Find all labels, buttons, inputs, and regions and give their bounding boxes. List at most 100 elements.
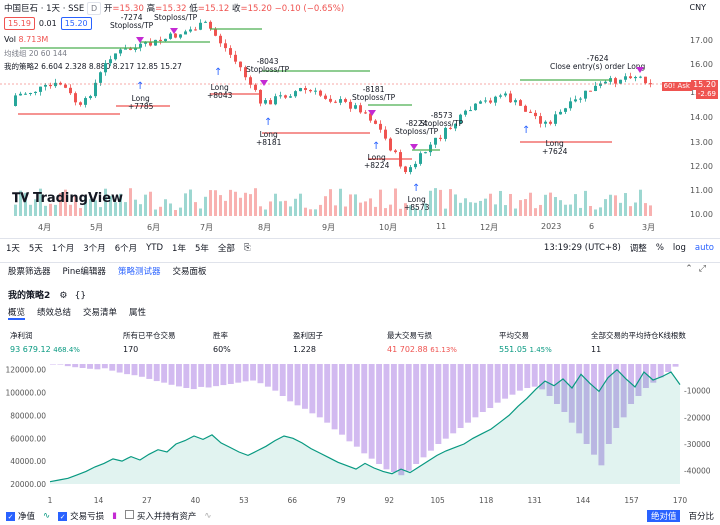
candle — [34, 91, 37, 94]
symbol-title[interactable]: 中国巨石 · 1天 · SSE — [4, 4, 85, 14]
candle — [359, 105, 362, 113]
drawdown-bar — [198, 364, 205, 387]
range-5d[interactable]: 5天 — [28, 243, 43, 254]
drawdown-bar — [568, 364, 575, 423]
legend-buyhold[interactable]: 买入并持有资产 — [124, 510, 196, 522]
subtab-performance[interactable]: 绩效总结 — [37, 308, 72, 318]
drawdown-bar — [161, 364, 168, 383]
volume-bar — [554, 197, 557, 216]
adjust-toggle[interactable]: 调整 — [629, 243, 647, 254]
drawdown-bar — [87, 364, 93, 369]
range-5y[interactable]: 5年 — [194, 243, 209, 254]
drawdown-bar — [235, 364, 242, 383]
panel-controls[interactable]: ⌃⤢ — [685, 264, 712, 274]
ask-button[interactable]: 15.20 — [60, 17, 92, 30]
legend-equity-style-icon[interactable]: ∿ — [43, 511, 51, 521]
volume-bar — [454, 194, 457, 216]
range-1m[interactable]: 1个月 — [51, 243, 75, 254]
drawdown-bar — [50, 364, 56, 365]
drawdown-bar — [302, 364, 308, 409]
price-tick: 12.00 — [690, 162, 713, 171]
subtab-properties[interactable]: 属性 — [129, 308, 147, 318]
volume-bar — [449, 189, 452, 216]
candle — [559, 111, 562, 115]
bid-button[interactable]: 15.19 — [4, 17, 35, 30]
settings-icon[interactable]: ⚙ — [59, 291, 68, 301]
subtab-trades[interactable]: 交易清单 — [83, 308, 118, 318]
volume-bar — [609, 194, 612, 216]
value-mode: 绝对值 百分比 — [646, 510, 714, 522]
price-tick: 13.00 — [690, 138, 713, 147]
abs-toggle[interactable]: 绝对值 — [646, 510, 681, 522]
range-6m[interactable]: 6个月 — [114, 243, 138, 254]
volume-bar — [484, 198, 487, 216]
candle — [169, 33, 172, 39]
candle — [224, 43, 227, 49]
percent-toggle[interactable]: % — [655, 242, 664, 253]
volume-bar — [524, 199, 527, 216]
volume-bar — [319, 204, 322, 216]
legend-drawdown[interactable]: ✓ 交易亏损 — [58, 512, 105, 522]
volume-bar — [534, 208, 537, 216]
drawdown-bar — [279, 364, 286, 396]
checkbox-icon — [124, 510, 134, 519]
drawdown-bar — [583, 364, 590, 444]
legend-drawdown-style-icon[interactable]: ▮ — [112, 511, 117, 521]
time-tick: 8月 — [258, 223, 272, 232]
range-1y[interactable]: 1年 — [172, 243, 186, 254]
equity-chart[interactable]: 120000.00 100000.00 80000.00 60000.00 40000.… — [0, 360, 720, 508]
volume-bar — [39, 188, 42, 216]
subtab-overview[interactable]: 概览 — [8, 308, 26, 320]
candle — [204, 21, 207, 23]
y-tick-left: 60000.00 — [10, 434, 46, 443]
volume-bar — [359, 202, 362, 216]
volume-bar — [409, 205, 412, 216]
x-tick: 118 — [479, 496, 494, 505]
legend-buyhold-style-icon[interactable]: ∿ — [204, 511, 212, 521]
candles-layer — [14, 19, 652, 175]
volume-bar — [394, 188, 397, 216]
strategy-name[interactable]: 我的策略2 ⚙ {} — [8, 291, 87, 301]
candle — [314, 90, 317, 92]
price-chart[interactable] — [0, 14, 690, 222]
x-tick: 14 — [94, 496, 104, 505]
strategy-indicator[interactable]: 我的策略2 6.604 2.328 8.880 8.217 12.85 15.2… — [4, 62, 182, 71]
ma-indicator[interactable]: 均线组 20 60 144 — [4, 49, 68, 58]
currency-label[interactable]: CNY — [689, 3, 706, 12]
candle — [444, 127, 447, 139]
log-toggle[interactable]: log — [672, 242, 686, 253]
tab-screener[interactable]: 股票筛选器 — [8, 267, 51, 277]
equity-line — [49, 368, 681, 483]
source-icon[interactable]: {} — [74, 291, 87, 301]
goto-date-icon[interactable]: ⎘ — [243, 242, 251, 253]
auto-toggle[interactable]: auto — [694, 242, 714, 253]
volume-bar — [414, 207, 417, 216]
volume-bar — [224, 200, 227, 216]
candle — [94, 82, 97, 97]
volume-bar — [349, 194, 352, 216]
range-1d[interactable]: 1天 — [6, 243, 20, 254]
drawdown-bar — [205, 364, 212, 388]
candle — [304, 88, 307, 90]
candle — [264, 100, 267, 104]
tab-pine-editor[interactable]: Pine编辑器 — [62, 267, 106, 277]
drawdown-bar — [598, 364, 605, 466]
tab-trading-panel[interactable]: 交易面板 — [172, 267, 207, 277]
volume-bar — [519, 200, 522, 216]
clock-time[interactable]: 13:19:29 (UTC+8) — [543, 242, 621, 253]
pct-toggle[interactable]: 百分比 — [688, 512, 714, 522]
candle — [449, 127, 452, 129]
range-ytd[interactable]: YTD — [146, 242, 164, 253]
candle — [54, 82, 57, 87]
range-3m[interactable]: 3个月 — [83, 243, 106, 254]
tab-strategy-tester[interactable]: 策略测试器 — [117, 267, 161, 277]
volume-bar — [404, 203, 407, 216]
candle — [524, 105, 527, 112]
legend-equity[interactable]: ✓ 净值 — [6, 512, 36, 522]
range-all[interactable]: 全部 — [217, 243, 235, 254]
strategy-subtabs: 概览 绩效总结 交易清单 属性 — [8, 306, 146, 320]
metric-closed-trades: 所有已平仓交易 170 — [123, 331, 176, 354]
volume-bar — [69, 204, 72, 216]
candle — [139, 43, 142, 48]
drawdown-bar — [138, 364, 145, 377]
